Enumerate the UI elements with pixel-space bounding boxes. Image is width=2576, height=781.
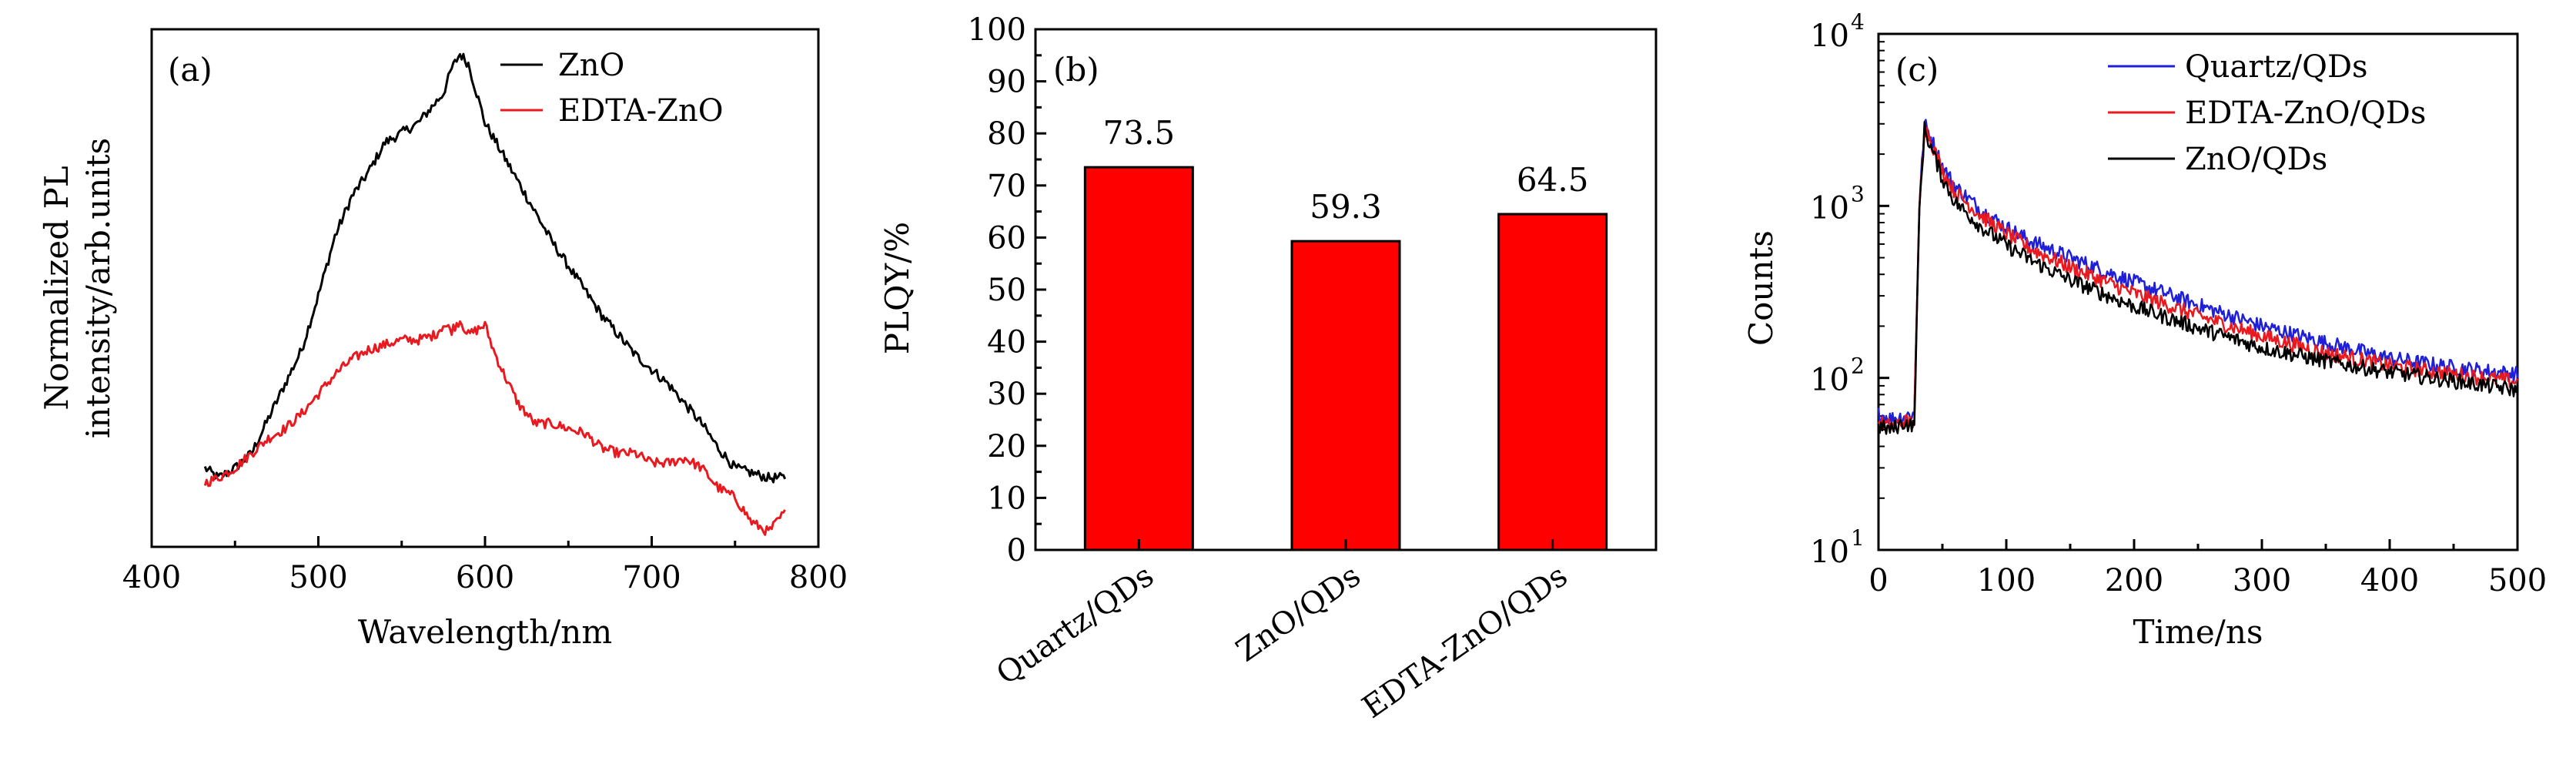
- panel-a-y-axis-title-line2: intensity/arb.units: [79, 138, 117, 438]
- panel-b-y-tick-label: 20: [987, 429, 1026, 464]
- panel-a-label: (a): [168, 51, 212, 89]
- panel-c-y-tick-label-base: 10: [1810, 363, 1849, 398]
- legend-label-zno-qds: ZnO/QDs: [2185, 142, 2327, 177]
- panel-a-x-ticks: 400 500 600 700 800: [122, 536, 848, 595]
- panel-a-y-axis-title-line1: Normalized PL: [38, 166, 75, 410]
- panel-c-y-tick-label-exponent: 3: [1851, 181, 1865, 206]
- panel-c-y-tick-label-exponent: 1: [1851, 525, 1865, 551]
- series-line-zno-qds: [1877, 121, 2519, 435]
- panel-c-y-tick-label-exponent: 2: [1851, 354, 1865, 379]
- panel-c-x-tick-label: 500: [2488, 563, 2547, 598]
- panel-c-y-axis-title: Counts: [1742, 230, 1780, 346]
- panel-a-x-tick-label: 700: [622, 560, 681, 595]
- bar-edta-zno-qds: [1497, 213, 1608, 551]
- panel-c-label: (c): [1895, 51, 1939, 89]
- panel-a-x-axis-title: Wavelength/nm: [358, 613, 612, 651]
- panel-b-category-label: Quartz/QDs: [990, 558, 1160, 692]
- panel-b-label: (b): [1053, 51, 1099, 89]
- panel-b-y-tick-label: 30: [987, 377, 1026, 412]
- panel-b-y-tick-label: 0: [1007, 533, 1026, 568]
- panel-b-y-tick-label: 50: [987, 273, 1026, 308]
- bar-value-label: 64.5: [1517, 161, 1589, 199]
- panel-b-y-tick-label: 40: [987, 325, 1026, 360]
- legend-label-edta-zno: EDTA-ZnO: [558, 93, 724, 129]
- legend-label-quartz-qds: Quartz/QDs: [2185, 49, 2368, 85]
- panel-b-y-tick-label: 10: [987, 481, 1026, 516]
- panel-c-legend: Quartz/QDs EDTA-ZnO/QDs ZnO/QDs: [2108, 49, 2426, 177]
- panel-a-legend: ZnO EDTA-ZnO: [500, 48, 724, 129]
- bar-quartz-qds: [1083, 166, 1194, 551]
- bar-value-label: 73.5: [1103, 114, 1176, 152]
- series-line-edta-zno-qds: [1877, 126, 2519, 433]
- legend-label-edta-zno-qds: EDTA-ZnO/QDs: [2185, 96, 2426, 131]
- panel-b-category-label: ZnO/QDs: [1230, 558, 1367, 669]
- panel-b-y-tick-label: 60: [987, 220, 1026, 256]
- panel-c-y-tick-label-base: 10: [1810, 535, 1849, 570]
- panel-c-x-tick-label: 200: [2105, 563, 2163, 598]
- panel-c-x-tick-label: 100: [1977, 563, 2036, 598]
- panel-a-series-lines: [203, 52, 787, 536]
- panel-b-y-tick-label: 90: [987, 65, 1026, 100]
- panel-c-x-tick-label: 300: [2233, 563, 2291, 598]
- panel-a-x-tick-label: 500: [289, 560, 347, 595]
- panel-c-y-tick-label-base: 10: [1810, 190, 1849, 226]
- bar-value-label: 59.3: [1310, 188, 1382, 226]
- panel-b-y-axis-title: PLQY/%: [878, 222, 916, 354]
- panel-b-y-ticks: 0 10 20 30 40 50 60 70 80 90 100: [968, 12, 1046, 568]
- panel-c-x-tick-label: 0: [1868, 563, 1888, 598]
- panel-a-x-tick-label: 600: [456, 560, 514, 595]
- panel-b-y-tick-label: 100: [968, 12, 1026, 48]
- panel-c-y-tick-label-exponent: 4: [1851, 9, 1865, 35]
- series-line-edta-zno: [203, 320, 786, 536]
- bar-zno-qds: [1290, 240, 1401, 551]
- legend-label-zno: ZnO: [558, 48, 624, 83]
- panel-c-series-lines: [1877, 119, 2519, 435]
- series-line-zno: [203, 52, 787, 484]
- panel-b-bars: 73.5 Quartz/QDs 59.3 ZnO/QDs 64.5 EDTA-ZnO/QD…: [990, 114, 1608, 726]
- panel-b-y-tick-label: 70: [987, 169, 1026, 204]
- panel-b-y-tick-label: 80: [987, 116, 1026, 152]
- panel-a-x-tick-label: 800: [789, 560, 848, 595]
- panel-b: 0 10 20 30 40 50 60 70 80 90 100 73.5 Quartz/QDs 59.…: [878, 12, 1658, 726]
- panel-a: 400 500 600 700 800 (a) ZnO EDTA-ZnO Wavelen…: [38, 28, 848, 651]
- panel-c-x-tick-label: 400: [2360, 563, 2419, 598]
- panel-c-y-tick-label-base: 10: [1810, 18, 1849, 54]
- panel-a-x-tick-label: 400: [122, 560, 181, 595]
- panel-b-category-label: EDTA-ZnO/QDs: [1356, 558, 1574, 726]
- panel-c-x-axis-title: Time/ns: [2133, 613, 2263, 651]
